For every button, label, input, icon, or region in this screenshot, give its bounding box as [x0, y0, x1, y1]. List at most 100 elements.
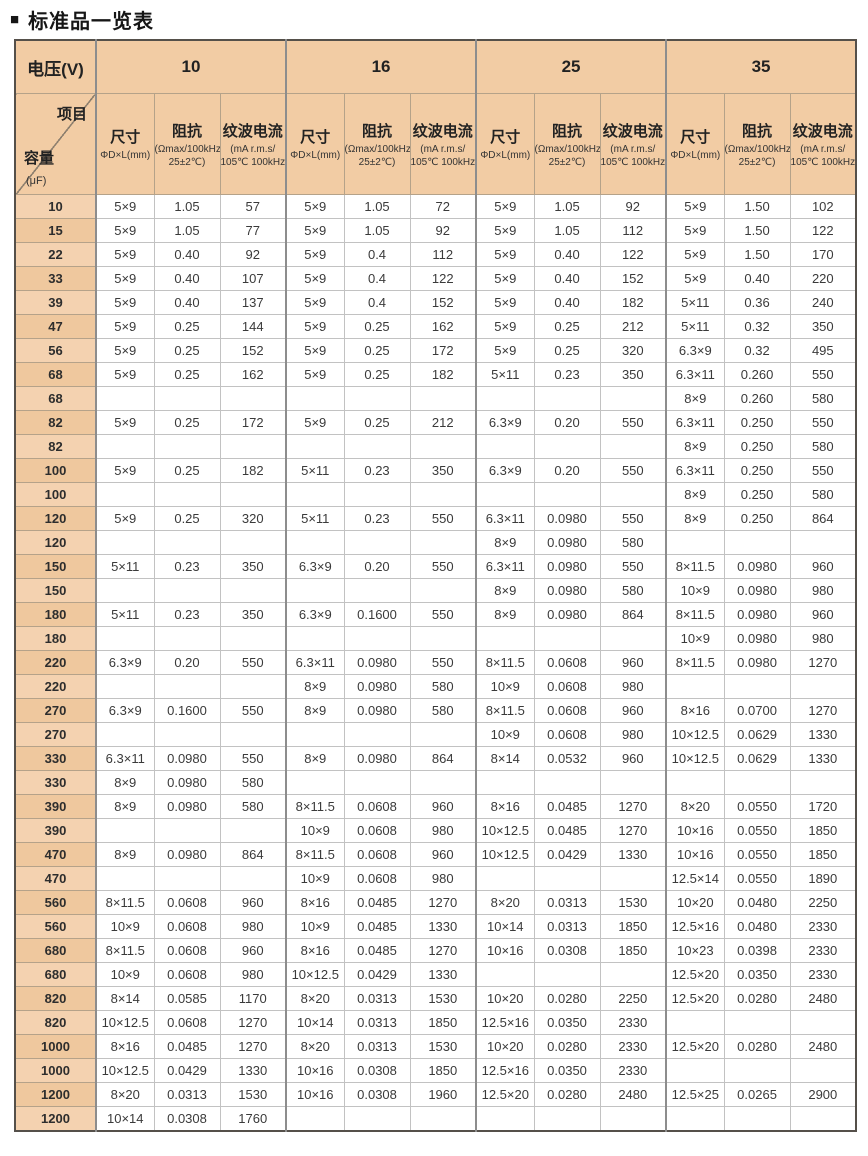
cell-25v-impedance: 0.0980 [533, 602, 601, 627]
column-unit: ΦD×L(mm) [480, 150, 531, 161]
corner-cell: 项目 容量 (μF) [14, 93, 97, 195]
capacitance-label: 330 [14, 770, 97, 795]
cell-16v-impedance: 0.0980 [343, 650, 411, 675]
column-unit: 25±2℃) [548, 156, 586, 168]
table-row: 1000 8×16 0.0485 1270 8×20 0.0313 1530 10×20 0.0… [14, 1034, 857, 1059]
cell-10v-impedance: 0.0980 [153, 794, 221, 819]
cell-25v-impedance: 0.0608 [533, 722, 601, 747]
cell-25v-ripple: 980 [599, 722, 667, 747]
cell-16v-size: 8×11.5 [285, 842, 345, 867]
cell-10v-impedance: 0.40 [153, 290, 221, 315]
cell-10v-ripple: 137 [219, 290, 287, 315]
cell-10v-ripple: 864 [219, 842, 287, 867]
cell-25v-impedance: 1.05 [533, 218, 601, 243]
capacitance-label: 180 [14, 626, 97, 651]
cell-10v-size [95, 530, 155, 555]
column-name: 纹波电流 [792, 122, 853, 140]
cell-25v-ripple [599, 770, 667, 795]
cell-25v-ripple [599, 434, 667, 459]
cell-25v-size [475, 626, 535, 651]
cell-16v-size: 8×16 [285, 890, 345, 915]
cell-25v-impedance: 0.40 [533, 266, 601, 291]
cell-10v-impedance: 0.0980 [153, 746, 221, 771]
cell-10v-size: 10×14 [95, 1106, 155, 1131]
cell-10v-size: 10×12.5 [95, 1010, 155, 1035]
cell-35v-ripple: 240 [789, 290, 857, 315]
cell-35v-impedance: 1.50 [723, 218, 791, 243]
cell-25v-impedance: 0.40 [533, 290, 601, 315]
cell-25v-ripple: 152 [599, 266, 667, 291]
cell-35v-ripple: 864 [789, 506, 857, 531]
cell-25v-ripple: 2330 [599, 1010, 667, 1035]
capacitance-label: 390 [14, 818, 97, 843]
capacitance-label: 82 [14, 434, 97, 459]
cell-16v-ripple: 1330 [409, 962, 477, 987]
cell-10v-size: 8×16 [95, 1034, 155, 1059]
voltage-value-16: 16 [285, 39, 477, 94]
cell-16v-ripple [409, 626, 477, 651]
cell-35v-ripple: 350 [789, 314, 857, 339]
cell-35v-ripple: 1850 [789, 842, 857, 867]
column-header-35v-size: 尺寸 ΦD×L(mm) [665, 93, 725, 195]
cell-25v-size [475, 1106, 535, 1131]
cell-16v-size: 8×11.5 [285, 794, 345, 819]
cell-16v-impedance: 1.05 [343, 194, 411, 219]
cell-35v-ripple: 960 [789, 602, 857, 627]
cell-10v-ripple: 580 [219, 794, 287, 819]
cell-10v-size: 5×9 [95, 314, 155, 339]
cell-16v-size: 5×11 [285, 458, 345, 483]
cell-16v-ripple [409, 1106, 477, 1131]
cell-10v-size: 8×9 [95, 842, 155, 867]
cell-16v-size: 5×9 [285, 266, 345, 291]
table-row: 1000 10×12.5 0.0429 1330 10×16 0.0308 1850 12.5… [14, 1058, 857, 1083]
cell-10v-size [95, 818, 155, 843]
column-name: 尺寸 [300, 129, 331, 146]
cell-35v-size: 10×12.5 [665, 722, 725, 747]
table-row: 560 10×9 0.0608 980 10×9 0.0485 1330 10×14 0.031… [14, 914, 857, 939]
cell-25v-size: 12.5×16 [475, 1058, 535, 1083]
cell-10v-impedance: 1.05 [153, 194, 221, 219]
table-row: 68 8×9 0.260 580 [14, 386, 857, 411]
cell-16v-ripple: 550 [409, 650, 477, 675]
table-row: 330 6.3×11 0.0980 550 8×9 0.0980 864 8×14 0.0532… [14, 746, 857, 771]
cell-35v-size: 8×11.5 [665, 650, 725, 675]
cell-25v-size: 8×11.5 [475, 698, 535, 723]
cell-16v-size: 10×9 [285, 866, 345, 891]
cell-16v-ripple [409, 770, 477, 795]
column-unit: 25±2℃) [738, 156, 776, 168]
cell-10v-size: 5×9 [95, 410, 155, 435]
capacitance-label: 68 [14, 362, 97, 387]
capacitance-label: 220 [14, 674, 97, 699]
cell-10v-impedance [153, 530, 221, 555]
cell-10v-ripple [219, 626, 287, 651]
table-row: 56 5×9 0.25 152 5×9 0.25 172 5×9 0.25 320 6.3×9 0.3… [14, 338, 857, 363]
cell-16v-impedance: 1.05 [343, 218, 411, 243]
cell-35v-impedance: 0.0550 [723, 842, 791, 867]
cell-25v-impedance: 0.0980 [533, 506, 601, 531]
cell-16v-ripple: 550 [409, 554, 477, 579]
cell-25v-ripple: 960 [599, 698, 667, 723]
cell-25v-size: 6.3×9 [475, 410, 535, 435]
cell-16v-impedance [343, 1106, 411, 1131]
cell-25v-impedance [533, 1106, 601, 1131]
cell-35v-ripple: 2480 [789, 1034, 857, 1059]
capacitance-label: 330 [14, 746, 97, 771]
cell-10v-impedance: 0.1600 [153, 698, 221, 723]
cell-25v-ripple: 1850 [599, 938, 667, 963]
table-row: 150 8×9 0.0980 580 10×9 0.0980 980 [14, 578, 857, 603]
capacitance-label: 470 [14, 842, 97, 867]
table-row: 10 5×9 1.05 57 5×9 1.05 72 5×9 1.05 92 5×9 1.50 102 [14, 194, 857, 219]
cell-16v-size [285, 434, 345, 459]
cell-16v-size: 5×9 [285, 194, 345, 219]
cell-35v-size: 5×9 [665, 218, 725, 243]
cell-16v-ripple: 72 [409, 194, 477, 219]
table-row: 560 8×11.5 0.0608 960 8×16 0.0485 1270 8×20 0.03… [14, 890, 857, 915]
column-name: 尺寸 [110, 129, 141, 146]
cell-35v-impedance: 0.250 [723, 506, 791, 531]
cell-35v-ripple: 2900 [789, 1082, 857, 1107]
column-header-10v-size: 尺寸 ΦD×L(mm) [95, 93, 155, 195]
cell-10v-size [95, 674, 155, 699]
cell-25v-size [475, 962, 535, 987]
cell-35v-impedance: 0.260 [723, 386, 791, 411]
cell-35v-impedance: 0.40 [723, 266, 791, 291]
